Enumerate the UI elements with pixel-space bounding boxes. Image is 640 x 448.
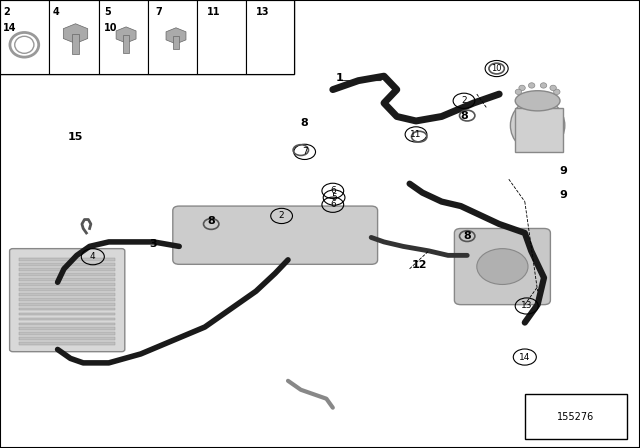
Bar bbox=[19, 263, 115, 266]
Text: 8: 8 bbox=[300, 118, 308, 128]
Text: 2: 2 bbox=[279, 211, 284, 220]
Bar bbox=[19, 303, 115, 306]
Text: 9: 9 bbox=[559, 190, 567, 200]
Text: 11: 11 bbox=[410, 130, 422, 139]
FancyBboxPatch shape bbox=[525, 394, 627, 439]
Text: 5: 5 bbox=[332, 193, 337, 202]
FancyBboxPatch shape bbox=[454, 228, 550, 305]
Text: 2: 2 bbox=[461, 96, 467, 105]
Text: 9: 9 bbox=[559, 166, 567, 176]
Bar bbox=[72, 34, 79, 54]
Bar bbox=[246, 0, 294, 74]
Bar bbox=[19, 298, 115, 301]
Bar bbox=[19, 293, 115, 296]
Text: 1: 1 bbox=[335, 73, 343, 83]
FancyBboxPatch shape bbox=[173, 206, 378, 264]
Bar bbox=[123, 35, 129, 53]
Text: 13: 13 bbox=[256, 7, 269, 17]
Text: 4: 4 bbox=[52, 7, 60, 17]
Bar bbox=[19, 323, 115, 325]
FancyBboxPatch shape bbox=[10, 249, 125, 352]
Bar bbox=[19, 273, 115, 276]
Bar bbox=[19, 258, 115, 261]
Bar bbox=[19, 278, 115, 281]
Bar bbox=[173, 36, 179, 49]
Text: 10: 10 bbox=[492, 64, 502, 73]
Text: 8: 8 bbox=[463, 231, 471, 241]
Text: 14: 14 bbox=[3, 23, 17, 33]
Text: 7: 7 bbox=[302, 147, 307, 156]
Ellipse shape bbox=[511, 99, 565, 152]
Bar bbox=[19, 327, 115, 330]
Text: 3: 3 bbox=[150, 239, 157, 249]
Bar bbox=[19, 337, 115, 340]
Text: 5: 5 bbox=[104, 7, 111, 17]
Text: 4: 4 bbox=[90, 252, 95, 261]
Text: 2: 2 bbox=[3, 7, 10, 17]
Ellipse shape bbox=[519, 85, 525, 90]
Bar bbox=[515, 108, 563, 152]
Bar bbox=[19, 268, 115, 271]
Bar bbox=[49, 0, 99, 74]
Bar bbox=[19, 283, 115, 286]
Text: 13: 13 bbox=[521, 302, 532, 310]
Bar bbox=[19, 313, 115, 315]
Text: 155276: 155276 bbox=[557, 412, 595, 422]
Bar bbox=[197, 0, 246, 74]
Ellipse shape bbox=[515, 91, 560, 111]
Text: 10: 10 bbox=[104, 23, 118, 33]
Text: 11: 11 bbox=[207, 7, 220, 17]
Ellipse shape bbox=[550, 85, 556, 90]
Text: 6: 6 bbox=[330, 200, 335, 209]
Bar bbox=[19, 332, 115, 335]
Bar bbox=[19, 288, 115, 291]
Ellipse shape bbox=[515, 89, 522, 95]
Bar bbox=[0, 0, 49, 74]
Text: 8: 8 bbox=[207, 216, 215, 226]
Circle shape bbox=[477, 249, 528, 284]
Text: 12: 12 bbox=[412, 260, 427, 270]
Bar bbox=[99, 0, 148, 74]
Text: 14: 14 bbox=[519, 353, 531, 362]
Text: 15: 15 bbox=[68, 132, 83, 142]
Bar bbox=[19, 308, 115, 310]
Ellipse shape bbox=[540, 83, 547, 88]
Bar bbox=[19, 342, 115, 345]
Bar bbox=[0, 74, 640, 448]
FancyBboxPatch shape bbox=[0, 0, 294, 74]
Bar bbox=[19, 318, 115, 320]
Bar bbox=[148, 0, 197, 74]
Text: 7: 7 bbox=[156, 7, 163, 17]
Text: 8: 8 bbox=[461, 111, 468, 121]
Text: 6: 6 bbox=[330, 186, 335, 195]
Ellipse shape bbox=[554, 89, 560, 95]
Ellipse shape bbox=[529, 83, 535, 88]
